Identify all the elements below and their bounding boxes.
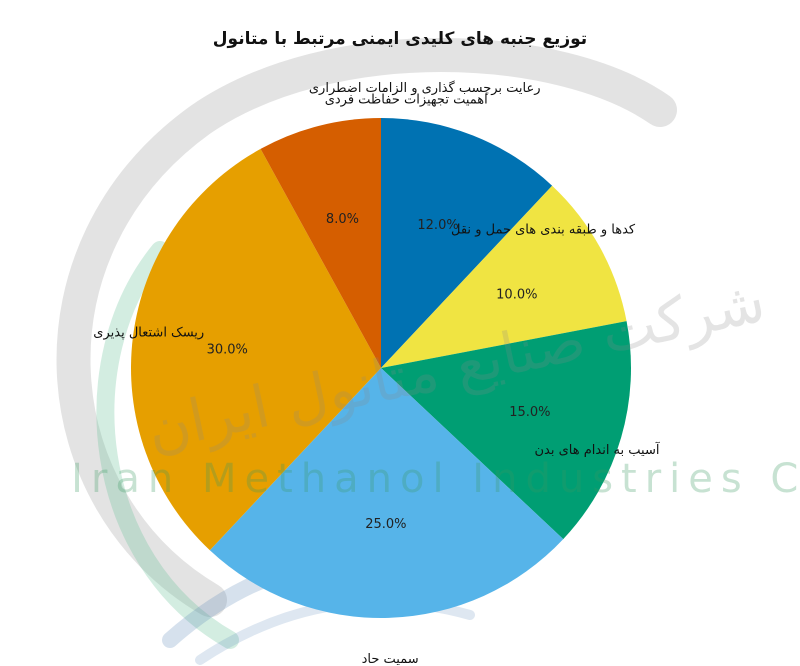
category-labels: اهمیت تجهیزات حفاظت فردی کدها و طبقه بندی…: [93, 80, 661, 666]
pct-label-4: 30.0%: [207, 343, 248, 358]
watermark-arc-green: [96, 241, 239, 649]
pie-slice-3: [209, 368, 564, 618]
category-label-5: رعایت برچسب گذاری و الزامات اضطراری: [309, 80, 541, 96]
pct-label-2: 15.0%: [509, 405, 550, 420]
pct-label-3: 25.0%: [365, 517, 406, 532]
pie-slice-0: [381, 118, 553, 368]
watermark-latin-text: Iran Methanol Industries Co: [71, 456, 800, 502]
pct-label-5: 8.0%: [326, 212, 359, 227]
category-label-4: ریسک اشتعال پذیری: [93, 326, 204, 341]
category-label-2: آسیب به اندام های بدن: [534, 441, 660, 458]
pie-slice-2: [381, 321, 632, 540]
percentage-labels: 12.0% 10.0% 15.0% 25.0% 30.0% 8.0%: [207, 212, 551, 532]
category-label-3: سمیت حاد: [362, 652, 419, 666]
pie-slice-4: [131, 148, 381, 551]
pie-slices: [131, 118, 632, 618]
pct-label-1: 10.0%: [496, 287, 537, 302]
category-label-0: اهمیت تجهیزات حفاظت فردی: [325, 92, 488, 107]
chart-title: توزیع جنبه های کلیدی ایمنی مرتبط با متان…: [213, 29, 587, 49]
pct-label-0: 12.0%: [417, 218, 458, 233]
category-label-1: کدها و طبقه بندی های حمل و نقل: [451, 222, 636, 237]
pie-slice-1: [381, 185, 627, 368]
pie-slice-5: [260, 118, 381, 368]
watermark-arc-gray: [56, 38, 677, 617]
